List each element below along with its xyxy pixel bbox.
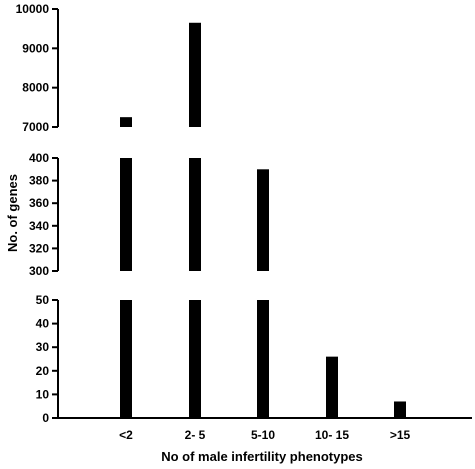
- bar: [189, 300, 201, 418]
- bar: [120, 117, 132, 127]
- bar: [120, 158, 132, 271]
- chart-panels: 7000 8000 9000 10000 300 320 340 360 380 400 0 10 20…: [16, 2, 59, 425]
- y-axis-panel: 300 320 340 360 380 400: [29, 151, 59, 278]
- y-tick-label: 20: [36, 364, 50, 378]
- y-tick-label: 10: [36, 387, 50, 401]
- y-tick-label: 340: [29, 219, 49, 233]
- x-tick-label: 10- 15: [315, 428, 349, 442]
- bar: [394, 401, 406, 418]
- y-axis-panel: 0 10 20 30 40 50: [36, 293, 59, 425]
- y-tick-label: 0: [42, 411, 49, 425]
- y-tick-label: 8000: [22, 81, 49, 95]
- x-tick-label: <2: [119, 428, 133, 442]
- bar: [189, 22, 201, 128]
- bars: [120, 22, 406, 418]
- y-tick-label: 320: [29, 241, 49, 255]
- y-axis-title: No. of genes: [5, 174, 20, 252]
- y-tick-label: 7000: [22, 120, 49, 134]
- y-tick-label: 50: [36, 293, 50, 307]
- y-tick-label: 10000: [16, 2, 50, 16]
- y-tick-label: 400: [29, 151, 49, 165]
- x-tick-label: 5-10: [251, 428, 275, 442]
- x-tick-label: 2- 5: [185, 428, 206, 442]
- x-tick-label: >15: [390, 428, 411, 442]
- bar: [326, 356, 338, 418]
- y-tick-label: 30: [36, 340, 50, 354]
- y-tick-label: 40: [36, 317, 50, 331]
- y-tick-label: 300: [29, 264, 49, 278]
- y-tick-label: 380: [29, 174, 49, 188]
- bar: [189, 158, 201, 271]
- y-axis-panel: 7000 8000 9000 10000: [16, 2, 59, 134]
- bar: [257, 169, 269, 271]
- y-tick-label: 360: [29, 196, 49, 210]
- bar: [120, 300, 132, 418]
- x-axis: <2 2- 5 5-10 10- 15 >15: [58, 417, 472, 442]
- bar: [257, 300, 269, 418]
- x-axis-title: No of male infertility phenotypes: [161, 449, 363, 464]
- y-tick-label: 9000: [22, 41, 49, 55]
